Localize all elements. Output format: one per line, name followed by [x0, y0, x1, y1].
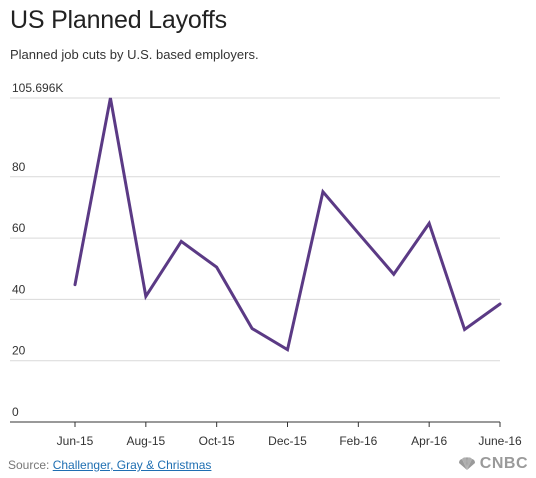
y-tick-label: 60	[12, 221, 26, 235]
x-tick-label: Oct-15	[199, 434, 235, 448]
x-tick-label: Apr-16	[411, 434, 447, 448]
y-tick-label: 40	[12, 282, 26, 296]
y-tick-label: 105.696K	[12, 81, 63, 95]
x-tick-label: Jun-15	[57, 434, 94, 448]
cnbc-logo: CNBC	[457, 455, 528, 473]
y-tick-label: 20	[12, 344, 26, 358]
source-note: Source: Challenger, Gray & Christmas	[8, 458, 211, 472]
x-tick-label: Aug-15	[126, 434, 165, 448]
chart-subtitle: Planned job cuts by U.S. based employers…	[10, 47, 259, 62]
logo-text: CNBC	[479, 455, 528, 472]
chart-title: US Planned Layoffs	[10, 6, 227, 34]
x-tick-label: Dec-15	[268, 434, 307, 448]
x-tick-label: June-16	[478, 434, 522, 448]
x-tick-label: Feb-16	[339, 434, 377, 448]
source-label: Source:	[8, 458, 53, 472]
series-line	[73, 97, 502, 353]
source-link[interactable]: Challenger, Gray & Christmas	[52, 458, 212, 472]
y-tick-label: 0	[12, 405, 19, 419]
peacock-icon	[458, 457, 475, 470]
y-tick-label: 80	[12, 160, 26, 174]
